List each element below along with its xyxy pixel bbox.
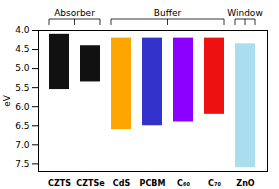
svg-text:eV: eV [2, 94, 12, 107]
svg-text:ZnO: ZnO [236, 179, 254, 188]
svg-text:CZTS: CZTS [48, 179, 71, 188]
svg-text:C₇₀: C₇₀ [208, 179, 221, 188]
svg-text:5.0: 5.0 [15, 63, 30, 73]
svg-text:6.0: 6.0 [15, 102, 30, 112]
svg-text:6.5: 6.5 [15, 121, 29, 131]
svg-text:4.0: 4.0 [15, 25, 30, 35]
svg-text:C₆₀: C₆₀ [177, 179, 190, 188]
svg-text:PCBM: PCBM [140, 179, 166, 188]
svg-text:Buffer: Buffer [154, 8, 182, 18]
svg-text:CdS: CdS [113, 179, 131, 188]
svg-text:Window: Window [227, 8, 263, 18]
svg-text:4.5: 4.5 [15, 44, 29, 54]
svg-text:7.0: 7.0 [15, 140, 30, 150]
svg-text:Absorber: Absorber [54, 8, 95, 18]
svg-text:CZTSe: CZTSe [76, 179, 105, 188]
svg-text:7.5: 7.5 [15, 159, 29, 169]
svg-text:5.5: 5.5 [15, 83, 29, 93]
